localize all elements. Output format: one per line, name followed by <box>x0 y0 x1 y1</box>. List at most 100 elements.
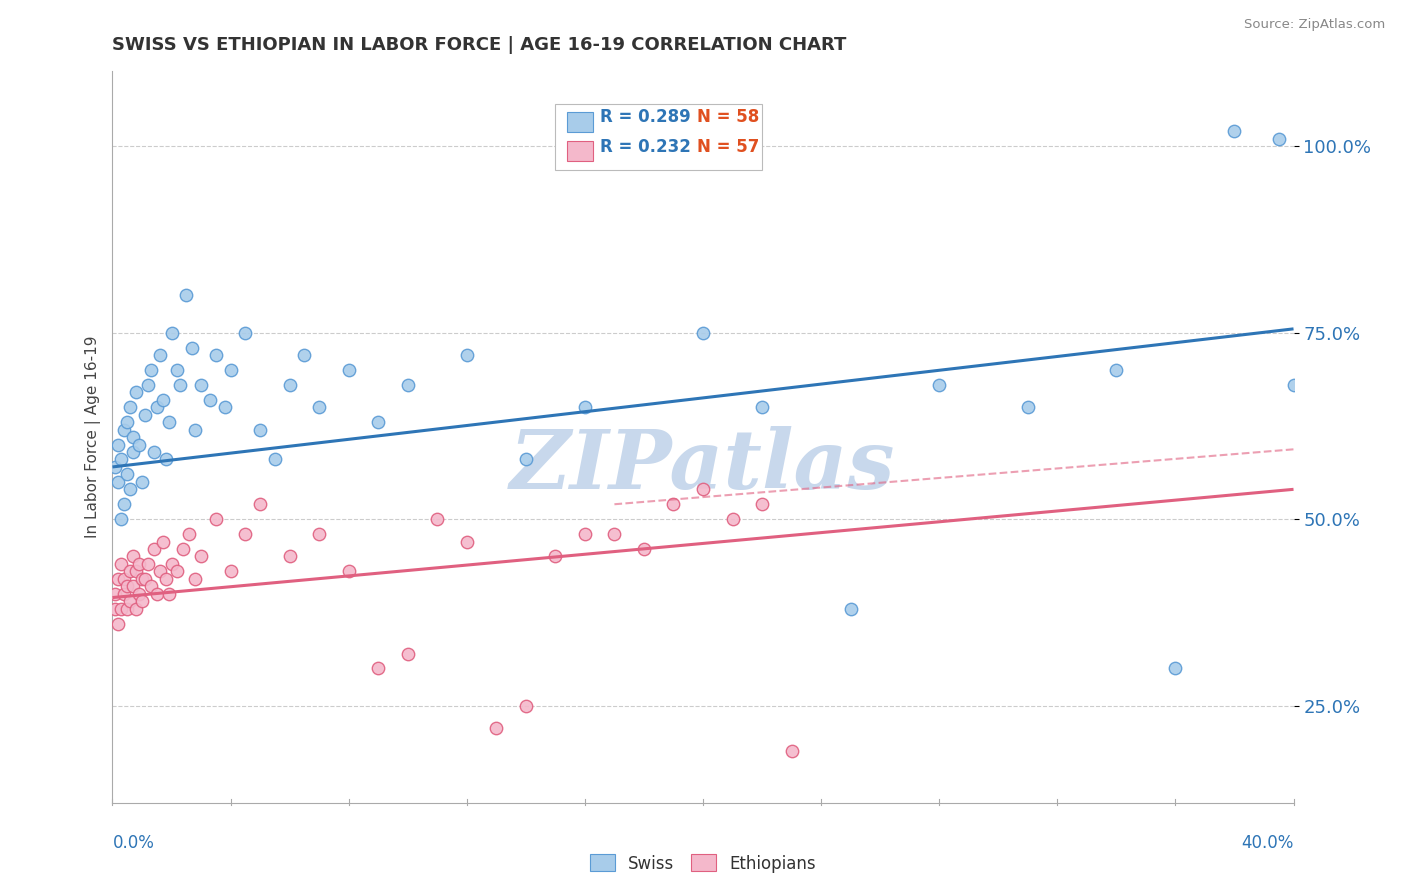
Point <box>367 661 389 675</box>
Point <box>117 601 138 615</box>
Point <box>515 698 537 713</box>
Text: Source: ZipAtlas.com: Source: ZipAtlas.com <box>1244 18 1385 31</box>
Point <box>544 549 567 564</box>
Point <box>110 512 132 526</box>
Point <box>278 549 301 564</box>
Point <box>128 587 150 601</box>
Point <box>485 721 508 735</box>
Text: SWISS VS ETHIOPIAN IN LABOR FORCE | AGE 16-19 CORRELATION CHART: SWISS VS ETHIOPIAN IN LABOR FORCE | AGE … <box>112 36 846 54</box>
Point <box>122 579 145 593</box>
Point <box>125 565 148 579</box>
Point <box>292 348 315 362</box>
Point <box>205 348 228 362</box>
Point <box>142 542 165 557</box>
Point <box>117 467 138 482</box>
Point <box>780 743 803 757</box>
Point <box>117 579 138 593</box>
Point <box>131 594 153 608</box>
Point <box>839 601 862 615</box>
Point <box>174 288 197 302</box>
Point <box>515 452 537 467</box>
Bar <box>567 112 593 132</box>
Point <box>751 497 773 511</box>
Point <box>107 437 129 451</box>
Point <box>233 326 256 340</box>
Text: N = 57: N = 57 <box>697 137 759 156</box>
Point <box>122 445 145 459</box>
Point <box>110 452 132 467</box>
Point <box>426 512 449 526</box>
Point <box>155 452 177 467</box>
Point <box>104 601 127 615</box>
Point <box>233 527 256 541</box>
Bar <box>567 141 593 161</box>
Point <box>264 452 287 467</box>
Point <box>721 512 744 526</box>
Point <box>120 483 142 497</box>
Point <box>149 565 172 579</box>
Point <box>122 430 145 444</box>
Point <box>142 445 165 459</box>
Point <box>139 579 162 593</box>
Point <box>751 401 773 415</box>
Point <box>308 527 330 541</box>
Legend: Swiss, Ethiopians: Swiss, Ethiopians <box>583 847 823 880</box>
Point <box>308 401 330 415</box>
Point <box>278 377 301 392</box>
Point <box>160 557 183 571</box>
Point <box>367 415 389 429</box>
Point <box>172 542 194 557</box>
Point <box>155 572 177 586</box>
Text: 0.0%: 0.0% <box>112 834 155 852</box>
Point <box>146 401 169 415</box>
Point <box>1017 401 1039 415</box>
Point <box>107 616 129 631</box>
Point <box>1164 661 1187 675</box>
Point <box>139 363 162 377</box>
Point <box>219 565 242 579</box>
Point <box>181 341 204 355</box>
Point <box>122 549 145 564</box>
Point <box>131 475 153 489</box>
Y-axis label: In Labor Force | Age 16-19: In Labor Force | Age 16-19 <box>86 335 101 539</box>
Point <box>110 601 132 615</box>
Point <box>152 392 174 407</box>
Point <box>120 594 142 608</box>
Point <box>112 497 135 511</box>
Point <box>190 377 212 392</box>
Point <box>128 437 150 451</box>
Text: 40.0%: 40.0% <box>1241 834 1294 852</box>
Point <box>136 377 159 392</box>
Point <box>249 497 271 511</box>
Point <box>1282 377 1305 392</box>
Point <box>692 326 714 340</box>
Point <box>396 647 419 661</box>
Point <box>662 497 685 511</box>
Point <box>337 565 360 579</box>
Point <box>396 377 419 392</box>
Point <box>928 377 950 392</box>
Point <box>128 557 150 571</box>
Point <box>1268 131 1291 145</box>
Point <box>633 542 655 557</box>
Point <box>692 483 714 497</box>
Point <box>574 401 596 415</box>
Point <box>205 512 228 526</box>
Text: N = 58: N = 58 <box>697 109 759 127</box>
Point <box>456 534 478 549</box>
Point <box>152 534 174 549</box>
Text: R = 0.232: R = 0.232 <box>600 137 692 156</box>
Point <box>1105 363 1128 377</box>
Text: ZIPatlas: ZIPatlas <box>510 426 896 507</box>
Point <box>149 348 172 362</box>
Point <box>456 348 478 362</box>
Point <box>107 475 129 489</box>
Point <box>134 572 156 586</box>
Point <box>249 423 271 437</box>
Point <box>112 572 135 586</box>
Point <box>104 459 127 474</box>
Point <box>110 557 132 571</box>
Point <box>112 587 135 601</box>
Point <box>112 423 135 437</box>
Bar <box>555 104 762 170</box>
